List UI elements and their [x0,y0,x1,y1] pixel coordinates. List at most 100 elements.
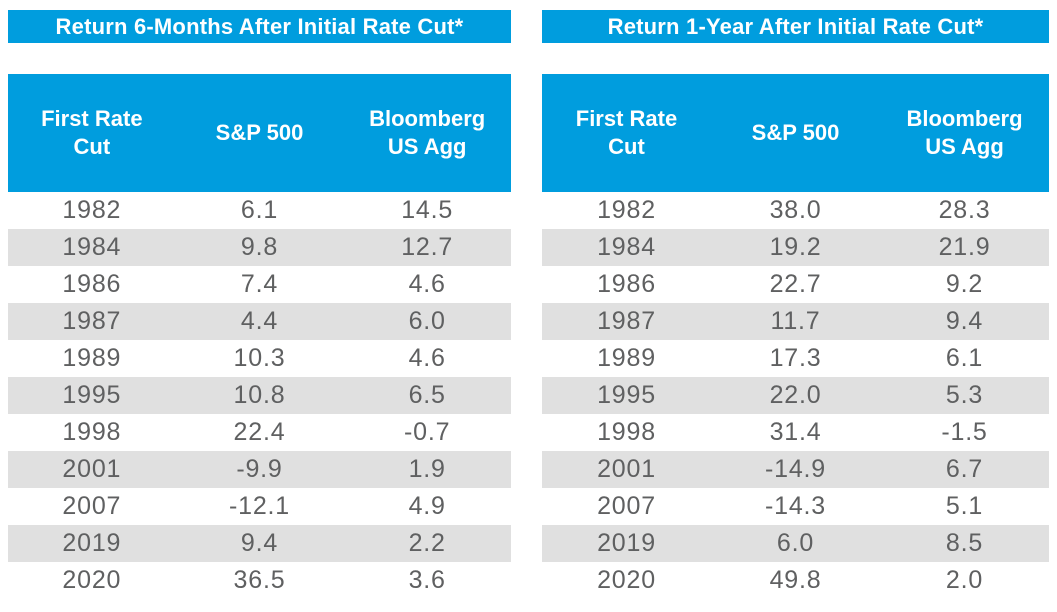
sp500-cell: -9.9 [236,455,283,483]
column-header-sp500: S&P 500 [175,74,344,192]
year-cell: 2019 [62,529,122,557]
table-row: 1987 11.7 9.4 [542,303,1049,340]
bloomberg-us-agg-cell: 2.2 [408,529,446,557]
sp500-cell: 49.8 [769,566,822,594]
column-header-bloomberg-us-agg: Bloomberg US Agg [343,74,511,192]
sp500-cell: 38.0 [769,196,822,224]
year-cell: 1987 [62,307,122,335]
bloomberg-us-agg-cell: 14.5 [401,196,454,224]
sp500-cell: 4.4 [240,307,279,335]
header-row: First Rate Cut S&P 500 Bloomberg US Agg [8,74,511,192]
table-row: 1987 4.4 6.0 [8,303,511,340]
table-row: 1995 22.0 5.3 [542,377,1049,414]
year-cell: 1989 [62,344,122,372]
bloomberg-us-agg-cell: 6.0 [408,307,446,335]
table-row: 1984 9.8 12.7 [8,229,511,266]
bloomberg-us-agg-cell: 1.9 [408,455,446,483]
sp500-cell: 22.0 [769,381,822,409]
bloomberg-us-agg-cell: 5.3 [945,381,984,409]
bloomberg-us-agg-cell: 6.5 [408,381,446,409]
table-body-1-year: 1982 38.0 28.3 1984 19.2 21.9 1986 22.7 9.2 1987 1… [542,192,1049,599]
table-row: 1989 17.3 6.1 [542,340,1049,377]
panel-return-6-months: Return 6-Months After Initial Rate Cut* … [8,10,511,599]
bloomberg-us-agg-cell: 12.7 [401,233,454,261]
year-cell: 2001 [62,455,122,483]
sp500-cell: -12.1 [228,492,290,520]
sp500-cell: 22.7 [769,270,822,298]
sp500-cell: 9.4 [240,529,279,557]
two-table-layout: Return 6-Months After Initial Rate Cut* … [8,10,1049,599]
column-header-first-rate-cut: First Rate Cut [8,74,176,192]
table-row: 2007 -14.3 5.1 [542,488,1049,525]
table-header-6-months: First Rate Cut S&P 500 Bloomberg US Agg [8,74,511,192]
sp500-cell: 7.4 [240,270,279,298]
bloomberg-us-agg-cell: 6.1 [945,344,984,372]
year-cell: 1998 [62,418,122,446]
bloomberg-us-agg-cell: -1.5 [941,418,988,446]
year-cell: 1982 [62,196,122,224]
year-cell: 1998 [597,418,656,446]
bloomberg-us-agg-cell: 4.6 [408,270,446,298]
bloomberg-us-agg-cell: 9.2 [945,270,984,298]
column-header-sp500: S&P 500 [711,74,880,192]
year-cell: 2007 [62,492,122,520]
table-row: 1986 22.7 9.2 [542,266,1049,303]
sp500-cell: 31.4 [769,418,822,446]
table-row: 1989 10.3 4.6 [8,340,511,377]
year-cell: 2001 [597,455,656,483]
bloomberg-us-agg-cell: 6.7 [945,455,984,483]
sp500-cell: 6.1 [240,196,279,224]
bloomberg-us-agg-cell: 9.4 [945,307,984,335]
table-row: 1995 10.8 6.5 [8,377,511,414]
sp500-cell: -14.9 [765,455,826,483]
year-cell: 1995 [597,381,656,409]
sp500-cell: 10.3 [233,344,286,372]
table-row: 1982 6.1 14.5 [8,192,511,229]
table-body-6-months: 1982 6.1 14.5 1984 9.8 12.7 1986 7.4 4.6 1987 4.4 6… [8,192,511,599]
column-header-bloomberg-us-agg: Bloomberg US Agg [880,74,1049,192]
table-row: 1998 31.4 -1.5 [542,414,1049,451]
panel-return-1-year: Return 1-Year After Initial Rate Cut* Fi… [542,10,1049,599]
bloomberg-us-agg-cell: 5.1 [945,492,984,520]
bloomberg-us-agg-cell: 21.9 [938,233,991,261]
header-row: First Rate Cut S&P 500 Bloomberg US Agg [542,74,1049,192]
returns-table-1-year: First Rate Cut S&P 500 Bloomberg US Agg … [542,74,1049,599]
bloomberg-us-agg-cell: 8.5 [945,529,984,557]
table-row: 2001 -14.9 6.7 [542,451,1049,488]
year-cell: 1986 [62,270,122,298]
table-row: 2001 -9.9 1.9 [8,451,511,488]
sp500-cell: 9.8 [240,233,279,261]
sp500-cell: 10.8 [233,381,286,409]
bloomberg-us-agg-cell: 4.6 [408,344,446,372]
table-row: 1986 7.4 4.6 [8,266,511,303]
sp500-cell: -14.3 [765,492,826,520]
year-cell: 1984 [597,233,656,261]
sp500-cell: 36.5 [233,566,286,594]
sp500-cell: 19.2 [769,233,822,261]
year-cell: 2007 [597,492,656,520]
year-cell: 1989 [597,344,656,372]
bloomberg-us-agg-cell: 3.6 [408,566,446,594]
bloomberg-us-agg-cell: 4.9 [408,492,446,520]
table-title-6-months: Return 6-Months After Initial Rate Cut* [8,10,511,43]
returns-table-6-months: First Rate Cut S&P 500 Bloomberg US Agg … [8,74,511,599]
table-header-1-year: First Rate Cut S&P 500 Bloomberg US Agg [542,74,1049,192]
table-row: 1984 19.2 21.9 [542,229,1049,266]
bloomberg-us-agg-cell: 2.0 [945,566,984,594]
sp500-cell: 6.0 [776,529,815,557]
year-cell: 1984 [62,233,122,261]
year-cell: 1987 [597,307,656,335]
table-row: 2020 36.5 3.6 [8,562,511,599]
table-row: 2019 9.4 2.2 [8,525,511,562]
year-cell: 2019 [597,529,656,557]
table-row: 1982 38.0 28.3 [542,192,1049,229]
column-header-first-rate-cut: First Rate Cut [542,74,711,192]
table-title-1-year: Return 1-Year After Initial Rate Cut* [542,10,1049,43]
year-cell: 2020 [597,566,656,594]
bloomberg-us-agg-cell: 28.3 [938,196,991,224]
year-cell: 1982 [597,196,656,224]
table-row: 2007 -12.1 4.9 [8,488,511,525]
sp500-cell: 11.7 [770,307,821,335]
bloomberg-us-agg-cell: -0.7 [404,418,451,446]
year-cell: 2020 [62,566,122,594]
